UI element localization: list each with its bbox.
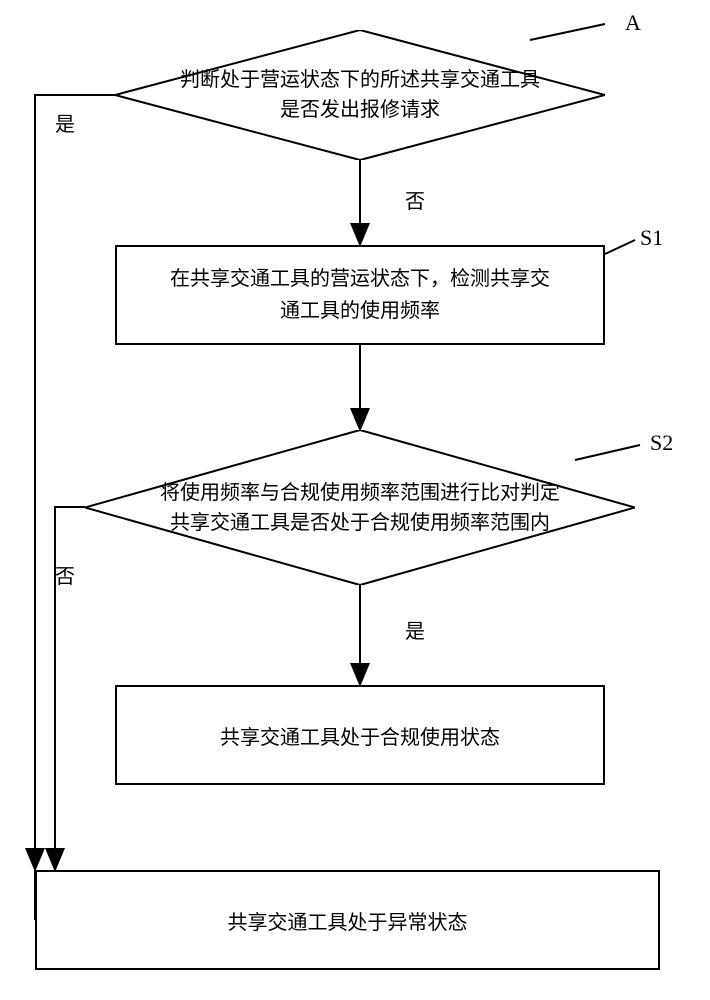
- state-compliant: 共享交通工具处于合规使用状态: [115, 685, 605, 785]
- step-detect-frequency: 在共享交通工具的营运状态下，检测共享交通工具的使用频率: [115, 245, 605, 345]
- callout-s2: S2: [650, 430, 673, 456]
- decision-in-range: 将使用频率与合规使用频率范围进行比对判定共享交通工具是否处于合规使用频率范围内: [85, 430, 635, 585]
- edge-label-a-no: 否: [405, 185, 425, 214]
- decision-in-range-text: 将使用频率与合规使用频率范围进行比对判定共享交通工具是否处于合规使用频率范围内: [85, 430, 635, 585]
- edge-label-s2-no: 否: [55, 560, 75, 589]
- step-detect-frequency-text: 在共享交通工具的营运状态下，检测共享交通工具的使用频率: [117, 263, 603, 327]
- callout-a: A: [625, 10, 641, 36]
- edge-label-s2-yes: 是: [405, 615, 425, 644]
- state-abnormal-text: 共享交通工具处于异常状态: [228, 906, 468, 935]
- edge-label-a-yes: 是: [55, 108, 75, 137]
- callout-s1: S1: [640, 225, 663, 251]
- state-compliant-text: 共享交通工具处于合规使用状态: [220, 721, 500, 750]
- decision-repair-request: 判断处于营运状态下的所述共享交通工具是否发出报修请求: [115, 30, 605, 160]
- decision-repair-text: 判断处于营运状态下的所述共享交通工具是否发出报修请求: [115, 30, 605, 160]
- state-abnormal: 共享交通工具处于异常状态: [35, 870, 660, 970]
